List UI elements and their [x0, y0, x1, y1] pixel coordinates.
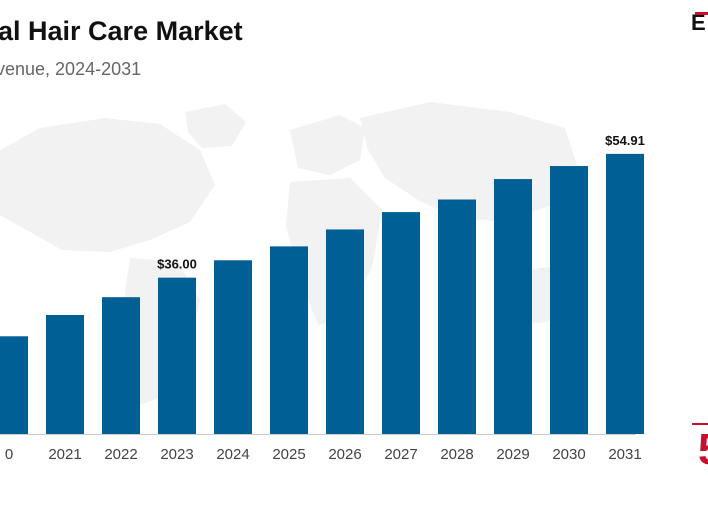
- map-europe: [290, 115, 365, 175]
- x-tick-label-2029: 2029: [496, 446, 529, 463]
- x-tick-label-2028: 2028: [440, 446, 473, 463]
- bars-group: [0, 153, 644, 434]
- chart-subtitle: venue, 2024-2031: [0, 59, 142, 79]
- bar-2023: [158, 277, 196, 434]
- brand-logo: E: [691, 10, 706, 35]
- bar-2028: [438, 199, 476, 434]
- bar-2027: [382, 212, 420, 434]
- x-tick-label-2022: 2022: [104, 446, 137, 463]
- bar-2021: [46, 315, 84, 434]
- x-tick-label-2026: 2026: [328, 446, 361, 463]
- data-labels-group: $36.00 $54.91: [157, 133, 645, 272]
- x-tick-label-2030: 2030: [552, 446, 585, 463]
- brand-logo-accent: [695, 12, 708, 15]
- bar-2031: [606, 153, 644, 434]
- corner-brand-mark: 5: [698, 428, 708, 472]
- x-tick-label-2031: 2031: [608, 446, 641, 463]
- x-tick-label-0: 0: [5, 446, 13, 463]
- x-tick-label-2027: 2027: [384, 446, 417, 463]
- bar-0: [0, 336, 28, 434]
- x-tick-label-2023: 2023: [160, 446, 193, 463]
- bar-2030: [550, 166, 588, 434]
- map-greenland: [185, 104, 246, 148]
- map-north-america: [0, 118, 215, 252]
- x-tick-label-2025: 2025: [272, 446, 305, 463]
- x-tick-labels-group: 0 2021 2022 2023 2024 2025 2026 2027 2028 2029 203…: [5, 446, 642, 463]
- corner-accent-line: [692, 423, 708, 425]
- bar-2024: [214, 260, 252, 434]
- bar-2022: [102, 297, 140, 434]
- bar-2025: [270, 246, 308, 434]
- x-tick-label-2021: 2021: [48, 446, 81, 463]
- chart-title: al Hair Care Market: [0, 16, 243, 46]
- bar-2026: [326, 229, 364, 434]
- data-label-2023: $36.00: [157, 257, 197, 272]
- bar-2029: [494, 179, 532, 434]
- data-label-2031: $54.91: [605, 133, 645, 148]
- x-tick-label-2024: 2024: [216, 446, 249, 463]
